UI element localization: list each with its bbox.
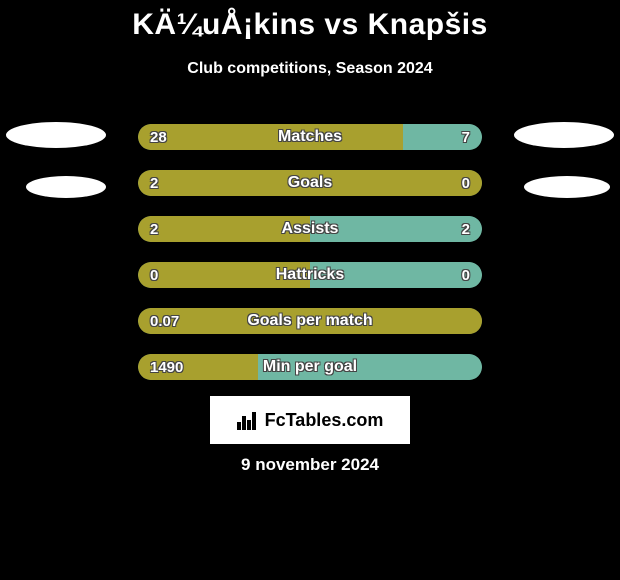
stat-row: 22Assists bbox=[138, 216, 482, 242]
stat-label: Min per goal bbox=[138, 354, 482, 380]
subtitle: Club competitions, Season 2024 bbox=[0, 60, 620, 78]
player2-marker-group bbox=[510, 122, 620, 226]
stat-row: 20Goals bbox=[138, 170, 482, 196]
player1-marker-group bbox=[0, 122, 110, 226]
stat-row: 0.07Goals per match bbox=[138, 308, 482, 334]
stat-row: 1490Min per goal bbox=[138, 354, 482, 380]
stat-row: 00Hattricks bbox=[138, 262, 482, 288]
brand-box: FcTables.com bbox=[210, 396, 410, 444]
stat-label: Hattricks bbox=[138, 262, 482, 288]
player2-marker bbox=[514, 122, 614, 148]
player1-marker bbox=[6, 122, 106, 148]
bars-icon bbox=[237, 410, 259, 430]
stat-row: 287Matches bbox=[138, 124, 482, 150]
brand-text: FcTables.com bbox=[265, 410, 384, 431]
footer-date: 9 november 2024 bbox=[0, 455, 620, 475]
stat-label: Goals bbox=[138, 170, 482, 196]
stat-label: Matches bbox=[138, 124, 482, 150]
comparison-chart: 287Matches 20Goals 22Assists 00Hattricks 0.0… bbox=[138, 124, 482, 400]
stat-label: Goals per match bbox=[138, 308, 482, 334]
stat-label: Assists bbox=[138, 216, 482, 242]
page-title: KÄ¼uÅ¡kins vs Knapšis bbox=[0, 0, 620, 42]
player1-marker bbox=[26, 176, 106, 198]
player2-marker bbox=[524, 176, 610, 198]
